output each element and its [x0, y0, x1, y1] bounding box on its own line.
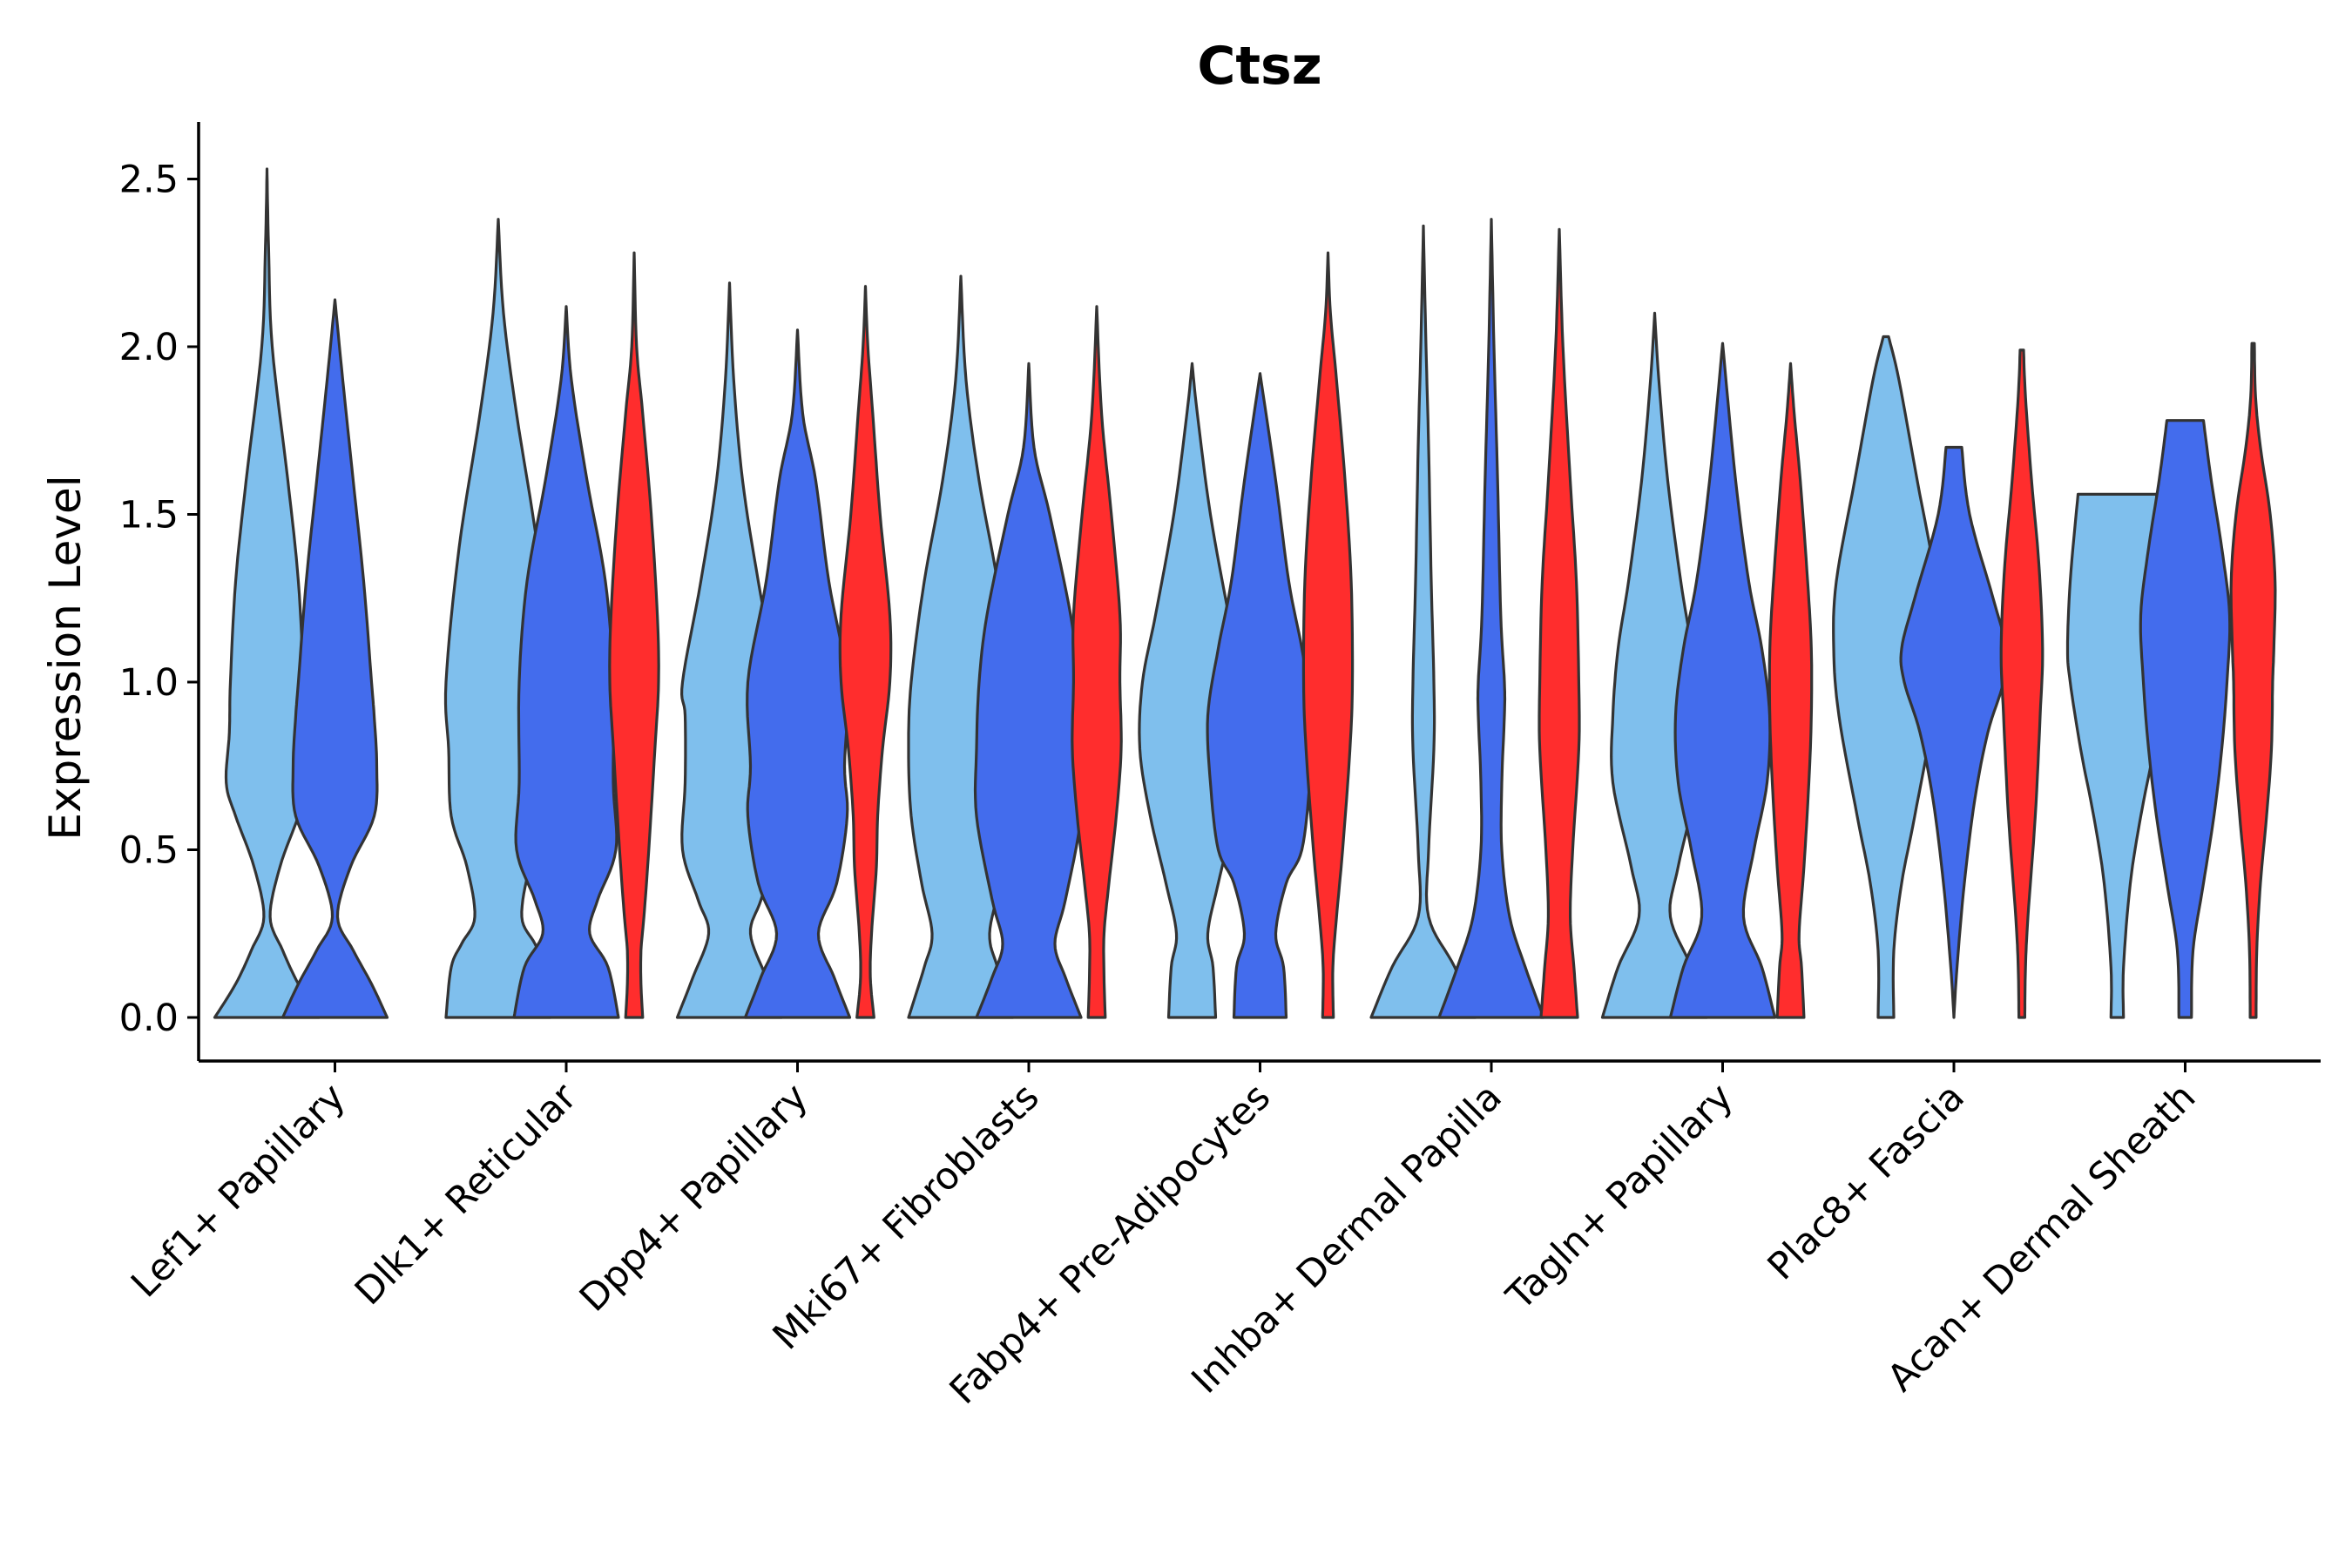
- x-tick-label: Dlk1+ Reticular: [347, 1075, 585, 1314]
- x-tick-label: Tagln+ Papillary: [1498, 1075, 1742, 1319]
- violin-fabp4-pre-adipocytes-group-3: [1301, 251, 1355, 1019]
- chart-title: Ctsz: [1197, 36, 1321, 97]
- violin-mki67-fibroblasts-group-3: [1071, 305, 1123, 1019]
- y-ticks: 0.0 0.5 1.0 1.5 2.0 2.5: [119, 159, 199, 1040]
- violin-fabp4-pre-adipocytes-group-2: [1206, 372, 1315, 1019]
- violin-dpp4-papillary-group-2: [743, 328, 852, 1019]
- violin-inhba-dermal-papilla-group-3: [1538, 227, 1581, 1019]
- violin-layer: [213, 167, 2277, 1019]
- violin-lef1-papillary-group-1: [213, 167, 321, 1019]
- violin-mki67-fibroblasts-group-2: [973, 362, 1085, 1019]
- y-tick-label: 2.5: [119, 159, 179, 202]
- violin-dlk1-reticular-group-3: [608, 251, 660, 1019]
- x-tick-label: Mki67+ Fibroblasts: [765, 1075, 1048, 1358]
- x-tick-label: Dpp4+ Papillary: [571, 1075, 816, 1320]
- x-tick-label: Lef1+ Papillary: [123, 1075, 354, 1306]
- y-axis-label: Expression Level: [40, 475, 91, 840]
- y-tick-label: 1.0: [119, 661, 179, 705]
- violin-dpp4-papillary-group-3: [838, 285, 893, 1019]
- y-tick-label: 0.0: [119, 997, 179, 1040]
- violin-plac8-fascia-group-1: [1832, 335, 1940, 1019]
- violin-inhba-dermal-papilla-group-1: [1369, 224, 1477, 1019]
- violin-dlk1-reticular-group-2: [512, 305, 620, 1019]
- violin-plac8-fascia-group-2: [1899, 445, 2009, 1019]
- violin-acan-dermal-sheath-group-2: [2139, 419, 2232, 1019]
- violin-tagln-papillary-group-2: [1668, 341, 1777, 1019]
- violin-lef1-papillary-group-2: [280, 298, 389, 1019]
- y-tick-label: 0.5: [119, 829, 179, 873]
- y-tick-label: 2.0: [119, 326, 179, 369]
- violin-plac8-fascia-group-3: [1999, 348, 2044, 1019]
- y-tick-label: 1.5: [119, 494, 179, 537]
- violin-tagln-papillary-group-1: [1600, 311, 1709, 1019]
- violin-tagln-papillary-group-3: [1767, 362, 1814, 1019]
- violin-inhba-dermal-papilla-group-2: [1437, 218, 1545, 1019]
- violin-acan-dermal-sheath-group-3: [2229, 341, 2277, 1019]
- x-tick-label: Plac8+ Fascia: [1760, 1075, 1973, 1288]
